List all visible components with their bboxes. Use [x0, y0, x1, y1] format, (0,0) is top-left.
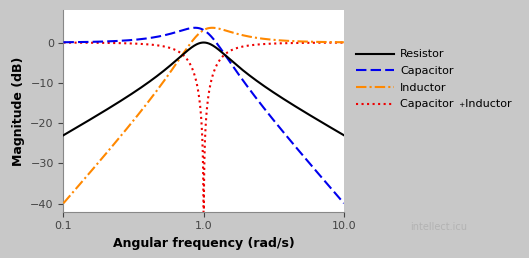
Capacitor  ₊Inductor: [168, 46, 174, 50]
Inductor: [168, 70, 174, 73]
Capacitor: [168, 32, 174, 35]
Inductor: [243, 34, 249, 37]
Resistor: [270, 90, 276, 93]
Line: Capacitor: Capacitor: [63, 28, 344, 203]
X-axis label: Angular frequency (rad/s): Angular frequency (rad/s): [113, 237, 295, 250]
Resistor: [243, 71, 249, 74]
Capacitor: [291, 143, 297, 147]
Capacitor: [192, 26, 198, 29]
Resistor: [60, 134, 67, 137]
Capacitor  ₊Inductor: [341, 41, 347, 44]
Text: intellect.icu: intellect.icu: [411, 222, 468, 232]
Resistor: [168, 64, 174, 67]
Resistor: [111, 103, 117, 106]
Capacitor  ₊Inductor: [229, 49, 235, 52]
Line: Resistor: Resistor: [63, 43, 344, 135]
Capacitor  ₊Inductor: [200, 230, 207, 233]
Line: Capacitor  ₊Inductor: Capacitor ₊Inductor: [63, 43, 344, 232]
Inductor: [291, 40, 297, 43]
Legend: Resistor, Capacitor, Inductor, Capacitor  ₊Inductor: Resistor, Capacitor, Inductor, Capacitor…: [352, 46, 515, 113]
Inductor: [111, 142, 117, 145]
Resistor: [341, 134, 347, 137]
Resistor: [200, 41, 207, 44]
Capacitor: [60, 41, 67, 44]
Capacitor: [270, 118, 276, 121]
Capacitor: [341, 202, 347, 205]
Capacitor  ₊Inductor: [60, 41, 67, 44]
Inductor: [60, 202, 67, 205]
Capacitor: [229, 63, 235, 66]
Inductor: [270, 38, 276, 41]
Resistor: [291, 104, 297, 107]
Inductor: [341, 41, 347, 44]
Capacitor  ₊Inductor: [291, 42, 297, 45]
Capacitor  ₊Inductor: [243, 44, 249, 47]
Capacitor: [243, 83, 249, 86]
Inductor: [229, 31, 235, 34]
Capacitor: [111, 39, 117, 43]
Y-axis label: Magnitude (dB): Magnitude (dB): [12, 56, 25, 166]
Capacitor  ₊Inductor: [270, 42, 276, 45]
Capacitor  ₊Inductor: [111, 42, 117, 45]
Resistor: [229, 59, 235, 62]
Line: Inductor: Inductor: [63, 28, 344, 203]
Inductor: [209, 26, 215, 29]
